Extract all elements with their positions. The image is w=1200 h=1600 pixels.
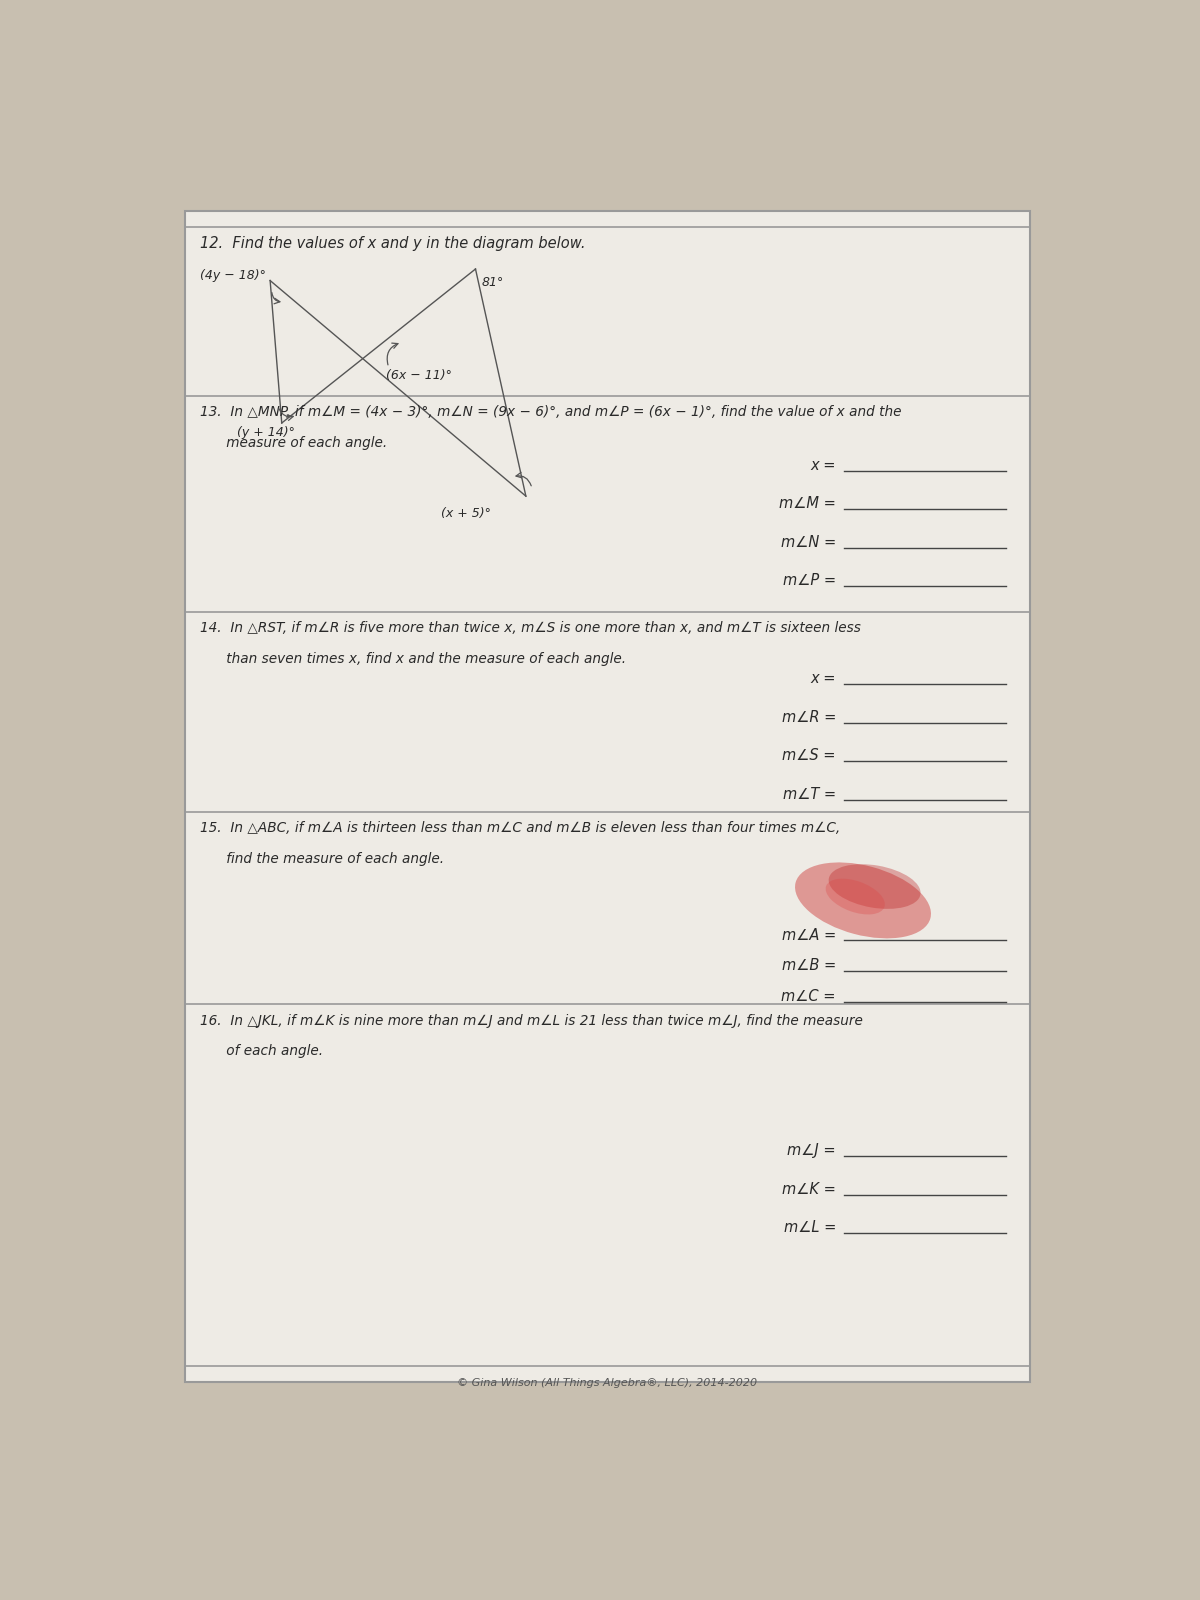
Text: (y + 14)°: (y + 14)° <box>236 426 295 438</box>
Text: m∠R =: m∠R = <box>781 710 836 725</box>
Text: 14.  In △RST, if m∠R is five more than twice x, m∠S is one more than x, and m∠T : 14. In △RST, if m∠R is five more than tw… <box>200 621 862 635</box>
Text: m∠L =: m∠L = <box>784 1221 836 1235</box>
Text: m∠P =: m∠P = <box>782 573 836 589</box>
Text: (6x − 11)°: (6x − 11)° <box>386 368 452 382</box>
Ellipse shape <box>826 878 884 915</box>
Text: © Gina Wilson (All Things Algebra®, LLC), 2014-2020: © Gina Wilson (All Things Algebra®, LLC)… <box>457 1378 757 1389</box>
Text: m∠T =: m∠T = <box>782 787 836 802</box>
Text: x =: x = <box>810 458 836 474</box>
Text: (4y − 18)°: (4y − 18)° <box>200 269 266 282</box>
Text: m∠S =: m∠S = <box>782 749 836 763</box>
Text: measure of each angle.: measure of each angle. <box>200 437 388 450</box>
Text: find the measure of each angle.: find the measure of each angle. <box>200 851 444 866</box>
Text: m∠A =: m∠A = <box>781 928 836 942</box>
Text: of each angle.: of each angle. <box>200 1045 324 1058</box>
Text: m∠C =: m∠C = <box>781 989 836 1005</box>
Text: 15.  In △ABC, if m∠A is thirteen less than m∠C and m∠B is eleven less than four : 15. In △ABC, if m∠A is thirteen less tha… <box>200 821 841 835</box>
Text: m∠J =: m∠J = <box>787 1142 836 1158</box>
Text: m∠M =: m∠M = <box>779 496 836 512</box>
Text: m∠N =: m∠N = <box>781 534 836 550</box>
Text: m∠K =: m∠K = <box>782 1182 836 1197</box>
Ellipse shape <box>829 864 920 909</box>
Text: 13.  In △MNP, if m∠M = (4x − 3)°, m∠N = (9x − 6)°, and m∠P = (6x − 1)°, find the: 13. In △MNP, if m∠M = (4x − 3)°, m∠N = (… <box>200 405 902 419</box>
Text: than seven times x, find x and the measure of each angle.: than seven times x, find x and the measu… <box>200 651 626 666</box>
Text: x =: x = <box>810 670 836 686</box>
Text: 12.  Find the values of x and y in the diagram below.: 12. Find the values of x and y in the di… <box>200 235 586 251</box>
FancyBboxPatch shape <box>185 211 1030 1382</box>
Text: m∠B =: m∠B = <box>781 958 836 973</box>
Text: 16.  In △JKL, if m∠K is nine more than m∠J and m∠L is 21 less than twice m∠J, fi: 16. In △JKL, if m∠K is nine more than m∠… <box>200 1013 863 1027</box>
Ellipse shape <box>796 862 931 938</box>
Text: 81°: 81° <box>481 277 504 290</box>
Text: (x + 5)°: (x + 5)° <box>440 507 491 520</box>
